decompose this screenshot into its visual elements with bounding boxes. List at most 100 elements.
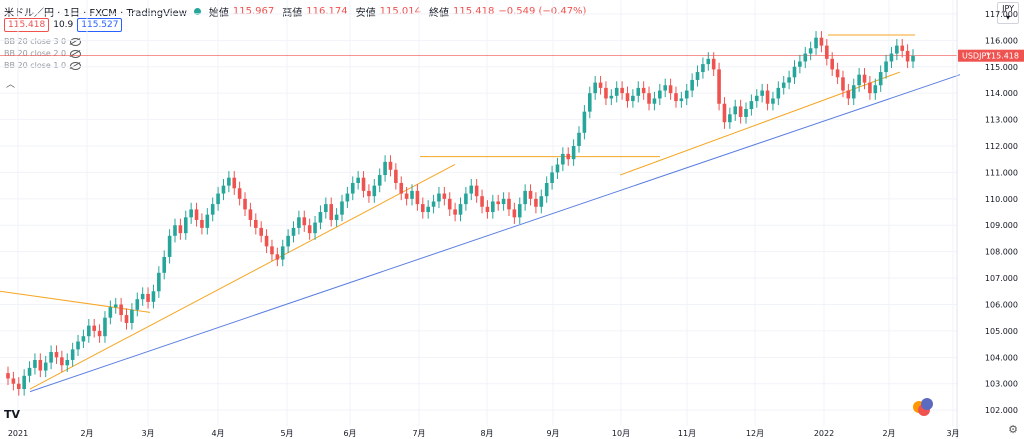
hidden-eye-icon[interactable] — [70, 49, 82, 58]
candle-body — [690, 79, 694, 91]
candle-body — [210, 204, 215, 215]
trendline-1 — [29, 164, 456, 390]
candle-body — [388, 161, 393, 170]
y-tick-label: 108.000 — [985, 248, 1018, 257]
candle-body — [728, 114, 732, 123]
candle-body — [410, 190, 414, 199]
x-tick-label: 9月 — [546, 429, 559, 438]
candle-body — [157, 272, 161, 292]
candle-body — [571, 146, 576, 160]
candle-body — [528, 190, 533, 199]
candle-body — [722, 103, 727, 123]
candle-body — [361, 177, 366, 191]
candle-body — [577, 132, 581, 146]
candle-body — [399, 182, 404, 194]
candle-body — [711, 58, 716, 70]
candle-body — [275, 254, 280, 260]
x-tick-label: 3月 — [946, 429, 959, 438]
candle-body — [539, 196, 544, 207]
currency-selector[interactable]: JPY ▾ — [997, 2, 1019, 24]
indicator-bb-2[interactable]: BB 20 close 2 0 — [4, 49, 82, 58]
candle-body — [900, 45, 905, 51]
candle-body — [744, 109, 748, 117]
collapse-chevron-icon[interactable]: ︿ — [6, 80, 16, 90]
candle-body — [814, 37, 818, 49]
candle-body — [420, 204, 425, 213]
price-tag-symbol: USDJPY — [962, 52, 991, 61]
candle-body — [652, 98, 657, 104]
ask-button[interactable]: 115.527 — [77, 18, 123, 32]
candle-body — [356, 177, 360, 183]
candle-body — [544, 182, 549, 197]
candle-body — [738, 106, 743, 117]
candle-body — [60, 357, 64, 366]
hidden-eye-icon[interactable] — [70, 37, 82, 46]
x-tick-label: 10月 — [612, 429, 630, 438]
candle-body — [442, 193, 447, 199]
candle-body — [227, 177, 231, 186]
events-flag-icon — [913, 398, 933, 416]
candle-body — [825, 45, 829, 59]
symbol-title[interactable]: 米ドル／円 · 1日 · FXCM · TradingView — [4, 7, 187, 19]
support-trendline — [29, 74, 961, 393]
candle-body — [329, 204, 334, 220]
open-value: 115.967 — [232, 5, 275, 17]
candle-body — [307, 225, 312, 234]
candle-body — [140, 293, 145, 300]
candle-body — [873, 85, 878, 94]
indicator-bb-1[interactable]: BB 20 close 1 0 — [4, 61, 82, 70]
candle-body — [469, 185, 474, 194]
candle-body — [668, 85, 673, 94]
y-tick-label: 107.000 — [985, 274, 1018, 283]
y-tick-label: 113.000 — [985, 116, 1018, 125]
chart-grid — [0, 0, 957, 426]
low-label: 安値 — [355, 7, 376, 19]
settings-gear-icon[interactable]: ⚙ — [1008, 423, 1018, 436]
high-value: 116.174 — [306, 5, 348, 17]
candle-body — [124, 315, 129, 323]
candle-body — [501, 198, 506, 205]
candle-body — [372, 185, 377, 197]
candle-body — [674, 93, 678, 102]
candle-body — [593, 82, 597, 94]
candle-body — [453, 209, 457, 215]
trendline-2 — [619, 71, 901, 176]
candle-body — [684, 90, 689, 99]
candle-body — [194, 209, 199, 220]
x-tick-label: 11月 — [678, 429, 696, 438]
close-label: 終値 — [428, 7, 449, 19]
candle-body — [523, 190, 527, 205]
spread-value: 10.9 — [53, 20, 74, 30]
candle-body — [658, 90, 662, 99]
indicator-bb-3[interactable]: BB 20 close 3 0 — [4, 37, 82, 46]
candle-body — [324, 204, 328, 213]
candle-body — [243, 198, 247, 210]
candle-body — [561, 153, 565, 165]
candle-body — [480, 196, 484, 207]
candle-body — [253, 219, 258, 228]
candle-body — [625, 93, 630, 102]
x-tick-label: 6月 — [343, 429, 356, 438]
x-tick-label: 3月 — [141, 429, 154, 438]
candle-body — [49, 352, 53, 363]
candle-body — [167, 235, 172, 257]
candle-body — [178, 225, 183, 234]
candle-body — [119, 304, 123, 316]
candle-body — [291, 227, 296, 236]
candle-body — [862, 74, 867, 83]
indicator-label: BB 20 close 1 0 — [4, 61, 67, 70]
candle-body — [16, 383, 21, 390]
y-tick-label: 112.000 — [985, 142, 1018, 151]
currency-label: JPY — [1002, 4, 1014, 13]
hidden-eye-icon[interactable] — [70, 61, 82, 70]
bid-button[interactable]: 115.418 — [4, 18, 50, 32]
candle-body — [216, 193, 220, 205]
y-tick-label: 104.000 — [985, 353, 1018, 362]
candle-body — [135, 299, 140, 310]
candle-body — [280, 246, 285, 260]
candle-body — [340, 201, 344, 215]
candle-body — [830, 58, 834, 70]
x-tick-label: 8月 — [480, 429, 493, 438]
